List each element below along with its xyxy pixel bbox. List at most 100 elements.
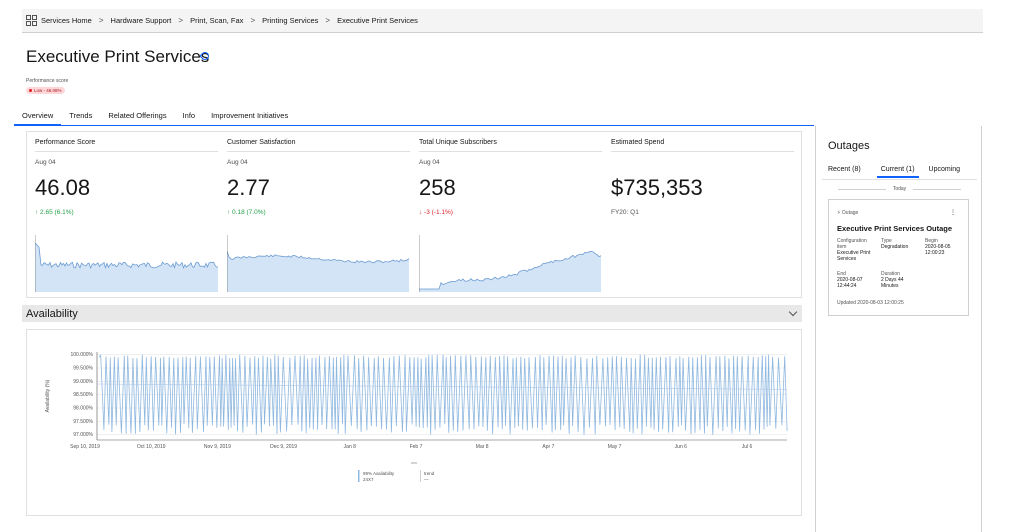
kpi-performance-score[interactable]: Performance Score Aug 04 46.08 ↑ 2.65 (6…	[27, 132, 219, 297]
y-axis-label: Availability (%)	[45, 379, 51, 412]
tab-improvement-initiatives[interactable]: Improvement Initiatives	[211, 111, 289, 120]
outages-tab-divider	[822, 179, 977, 180]
availability-chart-card: 100.000% 99.500% 99.000% 98.500% 98.000% 97.5…	[26, 329, 802, 516]
outages-tab-upcoming[interactable]: Upcoming	[928, 166, 961, 173]
outage-type-col-label: Type	[881, 238, 892, 244]
kpi-date: Aug 04	[35, 159, 56, 166]
breadcrumb-hardware-support[interactable]: Hardware Support	[110, 16, 172, 25]
outage-duration: Duration 2 Days 44 Minutes	[881, 271, 921, 289]
outage-type: ⚡︎ Outage	[837, 210, 858, 216]
today-divider: Today	[816, 186, 983, 192]
x-tick-label: Jul 6	[742, 444, 753, 450]
outage-end-label: End	[837, 271, 846, 277]
kpi-value: 46.08	[35, 175, 91, 200]
x-tick-label: Jan 8	[344, 444, 356, 450]
kpi-total-unique-subscribers[interactable]: Total Unique Subscribers Aug 04 258 ↓ -3…	[411, 132, 603, 297]
outages-title: Outages	[828, 140, 870, 152]
x-tick-label: Nov 9, 2019	[204, 444, 231, 450]
breadcrumb-printing-services[interactable]: Printing Services	[262, 16, 319, 25]
page-title: Executive Print Services	[26, 47, 210, 66]
kpi-card: Performance Score Aug 04 46.08 ↑ 2.65 (6…	[26, 131, 802, 298]
chevron-right-icon: >	[98, 16, 104, 25]
breadcrumb-executive-print-services[interactable]: Executive Print Services	[337, 16, 418, 25]
sparkline-satisfaction-line	[227, 250, 410, 264]
legend-swatch-availability	[358, 470, 360, 482]
sparkline-satisfaction-area	[227, 251, 409, 292]
x-tick-label: Oct 10, 2019	[137, 444, 166, 450]
breadcrumb-print-scan-fax[interactable]: Print, Scan, Fax	[190, 16, 244, 25]
y-tick-label: 97.000%	[73, 432, 93, 438]
kpi-title: Total Unique Subscribers	[419, 139, 602, 152]
outage-type-label: Outage	[841, 210, 859, 216]
kpi-estimated-spend[interactable]: Estimated Spend $735,353 FY20: Q1	[603, 132, 795, 297]
lightning-icon: ⚡︎	[837, 210, 842, 216]
outage-end: End 2020-08-07 12:44:24	[837, 271, 877, 289]
sparkline-subscribers	[419, 235, 602, 292]
sparkline-performance-area	[35, 243, 218, 292]
breadcrumb-services-home[interactable]: Services Home	[41, 16, 92, 25]
outages-panel: Outages Recent (8) Current (1) Upcoming …	[815, 126, 982, 532]
outage-type-col-value: Degradation	[881, 244, 909, 250]
outage-type-col: Type Degradation	[881, 238, 925, 250]
chevron-down-icon[interactable]	[788, 307, 798, 317]
outage-ci-value: Executive Print Services	[837, 250, 871, 262]
apps-grid-icon[interactable]	[26, 15, 37, 26]
tab-overview[interactable]: Overview	[14, 110, 62, 126]
x-tick-label: Sep 10, 2019	[70, 444, 100, 450]
outage-begin-label: Begin	[925, 238, 938, 244]
kpi-customer-satisfaction[interactable]: Customer Satisfaction Aug 04 2.77 ↑ 0.18…	[219, 132, 411, 297]
outage-name: Executive Print Services Outage	[837, 224, 953, 233]
availability-section-header[interactable]: Availability	[22, 305, 802, 322]
kpi-title: Customer Satisfaction	[227, 139, 410, 152]
chevron-right-icon: >	[178, 16, 184, 25]
outage-begin: Begin 2020-08-05 12:00:23	[925, 238, 965, 256]
outage-duration-label: Duration	[881, 271, 900, 277]
tab-underline	[14, 125, 814, 126]
x-tick-label: Apr 7	[542, 444, 554, 450]
kpi-delta: ↑ 2.65 (6.1%)	[35, 209, 74, 216]
tab-list: Overview Trends Related Offerings Info I…	[14, 110, 296, 126]
kpi-value: 258	[419, 175, 456, 200]
sparkline-subscribers-area	[419, 251, 601, 292]
outages-tab-recent[interactable]: Recent (8)	[828, 166, 861, 173]
outage-duration-value: 2 Days 44 Minutes	[881, 277, 904, 289]
sparkline-satisfaction	[227, 235, 410, 292]
sparkline-performance	[35, 235, 218, 292]
availability-trend-line	[96, 383, 788, 390]
chevron-right-icon: >	[325, 16, 331, 25]
x-tick-label: Feb 7	[410, 444, 423, 450]
tab-info[interactable]: Info	[182, 111, 196, 120]
legend-value-trend: —	[424, 477, 429, 482]
y-tick-label: 99.500%	[73, 366, 93, 372]
kpi-delta: ↑ 0.18 (7.0%)	[227, 209, 266, 216]
outage-card[interactable]: ⚡︎ Outage ⋮ Executive Print Services Out…	[828, 199, 969, 316]
kpi-date: Aug 04	[227, 159, 248, 166]
y-tick-label: 98.000%	[73, 406, 93, 412]
tab-related-offerings[interactable]: Related Offerings	[108, 111, 167, 120]
kpi-period: FY20: Q1	[611, 209, 639, 216]
tab-trends[interactable]: Trends	[69, 111, 93, 120]
kpi-title: Estimated Spend	[611, 139, 794, 152]
chevron-right-icon: >	[250, 16, 256, 25]
y-tick-label: 100.000%	[70, 352, 93, 358]
outages-tabs: Recent (8) Current (1) Upcoming	[828, 166, 976, 178]
outage-begin-value: 2020-08-05 12:00:23	[925, 244, 951, 256]
outage-ci-label: Configuration item	[837, 238, 867, 250]
outage-updated: Updated 2020-08-03 12:00:25	[837, 300, 904, 306]
availability-heading: Availability	[26, 307, 78, 320]
outages-tab-current[interactable]: Current (1)	[876, 166, 919, 178]
outage-ci: Configuration item Executive Print Servi…	[837, 238, 877, 262]
overflow-menu-icon[interactable]: ⋮	[950, 210, 956, 216]
kpi-title: Performance Score	[35, 139, 218, 152]
kpi-value: $735,353	[611, 175, 703, 200]
outage-end-value: 2020-08-07 12:44:24	[837, 277, 863, 289]
y-tick-label: 97.500%	[73, 419, 93, 425]
kpi-value: 2.77	[227, 175, 270, 200]
x-tick-label: Mar 8	[476, 444, 489, 450]
breadcrumb: Services Home > Hardware Support > Print…	[22, 9, 983, 33]
kpi-date: Aug 04	[419, 159, 440, 166]
y-tick-label: 98.500%	[73, 392, 93, 398]
availability-chart: 100.000% 99.500% 99.000% 98.500% 98.000% 97.5…	[45, 352, 788, 482]
x-tick-label: Jun 6	[675, 444, 687, 450]
kpi-delta: ↓ -3 (-1.1%)	[419, 209, 453, 216]
